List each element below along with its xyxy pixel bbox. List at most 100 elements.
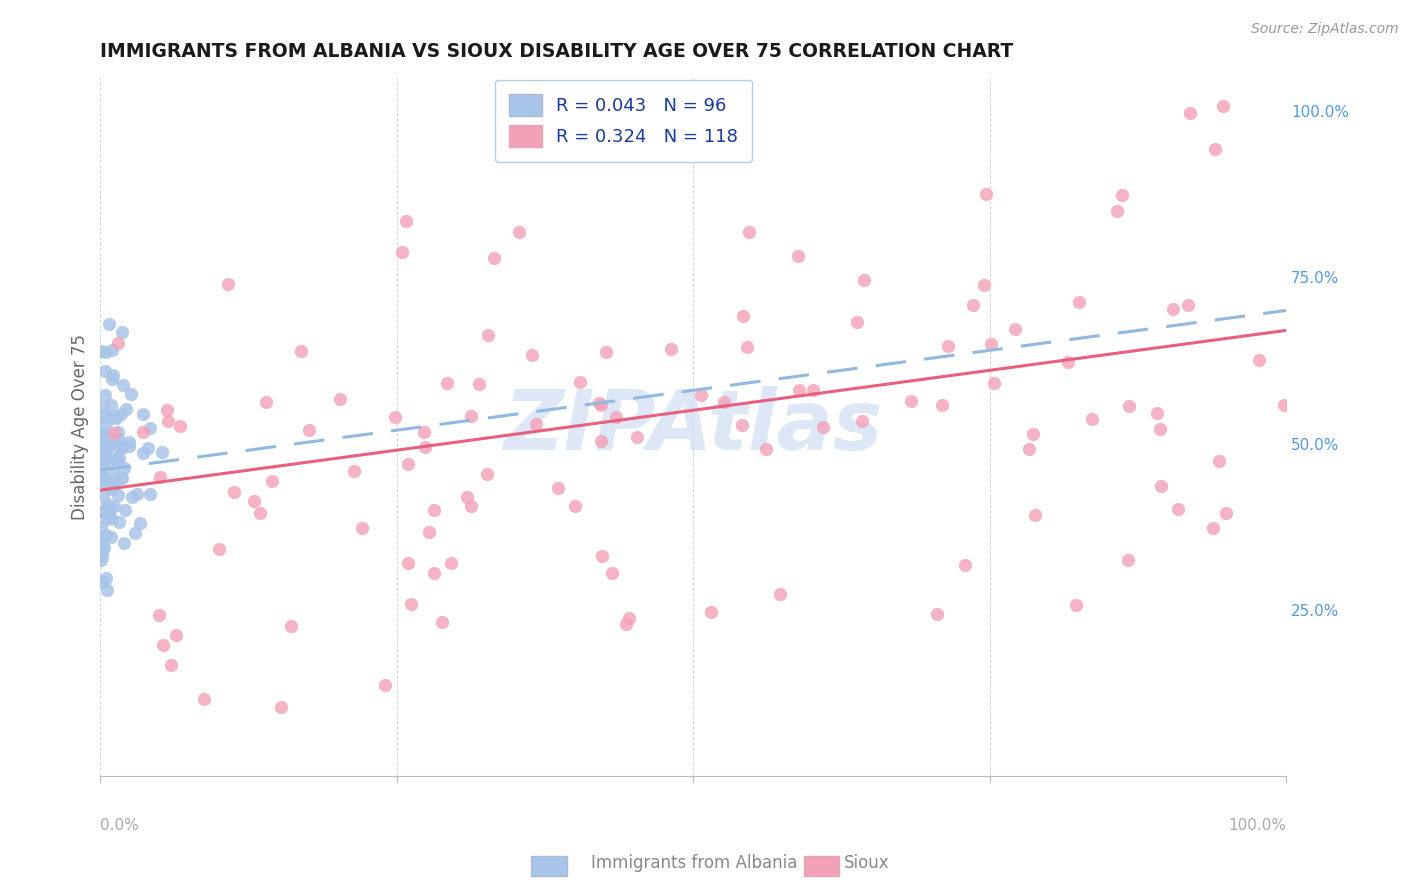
Point: [432, 615, 454, 629]
Point: [103, 368, 125, 382]
Point: [595, 344, 617, 359]
Point: [100, 372, 122, 386]
Point: [110, 471, 132, 485]
Point: [547, 482, 569, 496]
Point: [787, 249, 810, 263]
Point: [101, 477, 124, 491]
Point: [94, 528, 117, 542]
Point: [152, 638, 174, 652]
Point: [96, 497, 118, 511]
Point: [1004, 322, 1026, 336]
Point: [614, 616, 637, 631]
Point: [91, 450, 114, 465]
Point: [103, 475, 125, 489]
Point: [1150, 479, 1173, 493]
Point: [591, 549, 613, 563]
Point: [1272, 398, 1295, 412]
Point: [91, 544, 114, 558]
Point: [101, 343, 124, 357]
Point: [96, 582, 118, 597]
Point: [222, 485, 245, 500]
Point: [169, 419, 191, 434]
Point: [626, 429, 648, 443]
Point: [124, 526, 146, 541]
Point: [475, 467, 498, 481]
Point: [136, 441, 159, 455]
Point: [165, 628, 187, 642]
Point: [160, 658, 183, 673]
Point: [395, 214, 418, 228]
Point: [1022, 427, 1045, 442]
Point: [440, 557, 463, 571]
Point: [980, 337, 1002, 351]
Point: [156, 403, 179, 417]
Point: [1167, 502, 1189, 516]
Point: [100, 399, 122, 413]
Point: [139, 486, 162, 500]
Point: [114, 503, 136, 517]
Point: [93, 452, 115, 467]
Point: [602, 566, 624, 580]
Point: [422, 502, 444, 516]
Point: [91, 432, 114, 446]
Point: [1204, 143, 1226, 157]
Point: [91, 442, 114, 457]
Point: [588, 396, 610, 410]
Point: [1111, 188, 1133, 202]
Point: [853, 273, 876, 287]
Point: [974, 186, 997, 201]
Text: Immigrants from Albania: Immigrants from Albania: [591, 855, 797, 872]
Point: [343, 464, 366, 478]
Point: [112, 535, 135, 549]
Point: [125, 486, 148, 500]
Point: [94, 450, 117, 465]
Point: [91, 575, 114, 590]
Point: [90, 553, 112, 567]
Point: [100, 482, 122, 496]
Point: [108, 451, 131, 466]
Point: [936, 339, 959, 353]
Point: [569, 376, 592, 390]
Text: 0.0%: 0.0%: [100, 818, 139, 833]
Point: [508, 225, 530, 239]
Point: [280, 619, 302, 633]
Point: [1178, 106, 1201, 120]
Point: [520, 348, 543, 362]
Text: IMMIGRANTS FROM ALBANIA VS SIOUX DISABILITY AGE OVER 75 CORRELATION CHART: IMMIGRANTS FROM ALBANIA VS SIOUX DISABIL…: [100, 42, 1014, 61]
Point: [1212, 99, 1234, 113]
Point: [755, 442, 778, 456]
Point: [107, 425, 129, 440]
Point: [846, 315, 869, 329]
Point: [254, 395, 277, 409]
Point: [1177, 297, 1199, 311]
Point: [103, 500, 125, 514]
Point: [605, 410, 627, 425]
Point: [700, 606, 723, 620]
Point: [132, 425, 155, 439]
Point: [90, 520, 112, 534]
Point: [627, 112, 650, 127]
Point: [150, 445, 173, 459]
Point: [290, 344, 312, 359]
Point: [90, 343, 112, 358]
Point: [418, 524, 440, 539]
Point: [93, 437, 115, 451]
Point: [1161, 301, 1184, 316]
Point: [925, 607, 948, 622]
Point: [1208, 454, 1230, 468]
Point: [208, 542, 231, 557]
Point: [731, 418, 754, 433]
Point: [89, 531, 111, 545]
Point: [1149, 422, 1171, 436]
Point: [108, 515, 131, 529]
Point: [591, 434, 613, 448]
Point: [1069, 295, 1091, 310]
Point: [112, 378, 135, 392]
Point: [94, 409, 117, 423]
Point: [121, 491, 143, 505]
Point: [103, 480, 125, 494]
Point: [217, 277, 239, 291]
Point: [983, 376, 1005, 391]
Point: [110, 441, 132, 455]
Point: [391, 245, 413, 260]
